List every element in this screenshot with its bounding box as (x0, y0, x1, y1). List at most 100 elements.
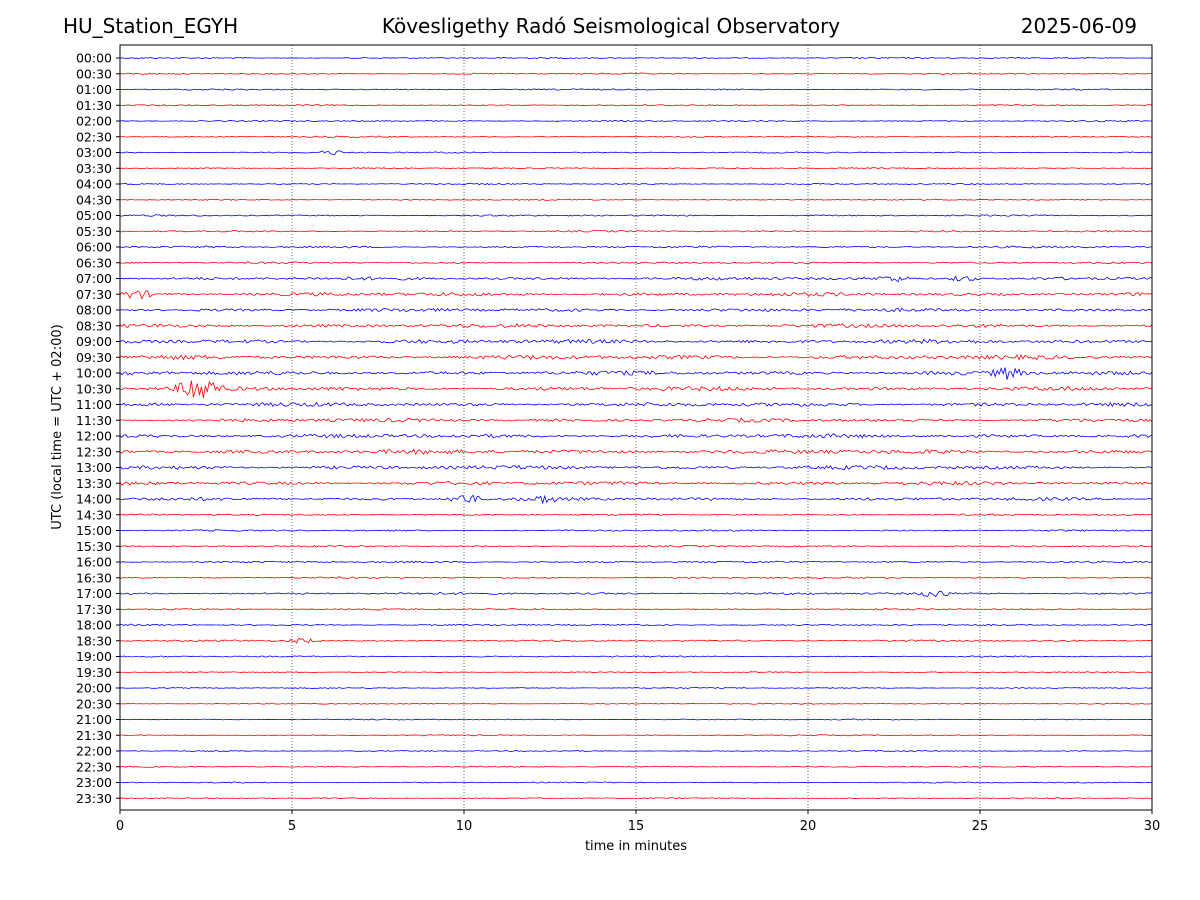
row-label: 09:00 (76, 334, 112, 349)
row-label: 18:30 (76, 633, 112, 648)
trace-0930 (119, 354, 1153, 361)
row-label: 20:00 (76, 681, 112, 696)
trace-2200 (119, 750, 1153, 752)
trace-1330 (119, 480, 1153, 486)
row-label: 23:30 (76, 791, 112, 806)
row-label: 15:00 (76, 523, 112, 538)
trace-0800 (119, 307, 1153, 313)
row-label: 03:30 (76, 161, 112, 176)
seismic-traces (119, 56, 1153, 800)
grid-lines (291, 45, 981, 810)
trace-0400 (119, 182, 1153, 186)
trace-0630 (119, 261, 1153, 265)
row-label: 21:00 (76, 712, 112, 727)
date-title: 2025-06-09 (1020, 14, 1137, 38)
trace-2000 (119, 687, 1153, 690)
row-label: 20:30 (76, 696, 112, 711)
row-label: 11:00 (76, 397, 112, 412)
station-title: HU_Station_EGYH (63, 14, 239, 38)
row-label: 00:30 (76, 66, 112, 81)
row-label: 14:30 (76, 507, 112, 522)
trace-1230 (119, 448, 1153, 456)
trace-2100 (119, 718, 1153, 721)
trace-1100 (119, 401, 1153, 408)
row-label: 06:30 (76, 255, 112, 270)
trace-0730 (119, 290, 1153, 300)
row-label: 15:30 (76, 539, 112, 554)
row-label: 11:30 (76, 413, 112, 428)
row-label: 13:30 (76, 476, 112, 491)
row-label: 09:30 (76, 350, 112, 365)
trace-0230 (119, 135, 1153, 138)
trace-0830 (119, 323, 1153, 329)
trace-1030 (119, 380, 1153, 399)
row-label: 01:00 (76, 82, 112, 97)
trace-1300 (119, 464, 1153, 470)
trace-1830 (119, 637, 1153, 644)
trace-1500 (119, 529, 1153, 532)
trace-2330 (119, 797, 1153, 800)
trace-1930 (119, 671, 1153, 674)
row-label: 03:00 (76, 145, 112, 160)
row-label: 06:00 (76, 240, 112, 255)
trace-1730 (119, 608, 1153, 611)
row-label: 19:30 (76, 665, 112, 680)
row-label: 22:00 (76, 744, 112, 759)
row-label: 08:30 (76, 318, 112, 333)
trace-1700 (119, 590, 1153, 598)
row-label: 22:30 (76, 759, 112, 774)
row-label: 10:00 (76, 366, 112, 381)
x-tick-label: 25 (972, 819, 989, 834)
trace-0130 (119, 104, 1153, 107)
trace-0600 (119, 245, 1153, 249)
trace-0100 (119, 88, 1153, 91)
trace-0700 (119, 275, 1153, 283)
row-label: 13:00 (76, 460, 112, 475)
trace-0900 (119, 338, 1153, 345)
trace-1630 (119, 576, 1153, 580)
row-label: 12:00 (76, 429, 112, 444)
row-label: 18:00 (76, 618, 112, 633)
trace-0530 (119, 229, 1153, 233)
row-label: 21:30 (76, 728, 112, 743)
trace-1130 (119, 417, 1153, 423)
x-axis-ticks: 0 5 10 15 20 25 30 (116, 810, 1160, 834)
trace-0200 (119, 119, 1153, 123)
row-label: 07:30 (76, 287, 112, 302)
row-label: 17:00 (76, 586, 112, 601)
row-label: 16:00 (76, 555, 112, 570)
trace-2300 (119, 781, 1153, 784)
row-label: 23:00 (76, 775, 112, 790)
trace-2030 (119, 702, 1153, 705)
row-label: 10:30 (76, 381, 112, 396)
row-label: 14:00 (76, 492, 112, 507)
trace-0000 (119, 56, 1153, 60)
x-tick-label: 5 (288, 819, 296, 834)
trace-0300 (119, 150, 1153, 156)
trace-1800 (119, 623, 1153, 627)
row-label: 01:30 (76, 98, 112, 113)
trace-0330 (119, 167, 1153, 170)
trace-1530 (119, 544, 1153, 548)
trace-0030 (119, 72, 1153, 75)
trace-1000 (119, 367, 1153, 380)
trace-1600 (119, 560, 1153, 564)
x-tick-label: 0 (116, 819, 124, 834)
row-label: 04:30 (76, 192, 112, 207)
y-axis-label: UTC (local time = UTC + 02:00) (50, 324, 65, 529)
row-label: 17:30 (76, 602, 112, 617)
row-label: 02:00 (76, 114, 112, 129)
trace-1900 (119, 655, 1153, 658)
row-label: 05:30 (76, 224, 112, 239)
x-tick-label: 30 (1144, 819, 1161, 834)
row-label: 16:30 (76, 570, 112, 585)
row-labels: 00:0000:3001:0001:3002:0002:3003:0003:30… (76, 51, 120, 806)
row-label: 12:30 (76, 444, 112, 459)
observatory-title: Kövesligethy Radó Seismological Observat… (381, 14, 841, 38)
row-label: 05:00 (76, 208, 112, 223)
trace-2230 (119, 765, 1153, 768)
trace-1430 (119, 513, 1153, 516)
row-label: 19:00 (76, 649, 112, 664)
trace-0430 (119, 198, 1153, 201)
